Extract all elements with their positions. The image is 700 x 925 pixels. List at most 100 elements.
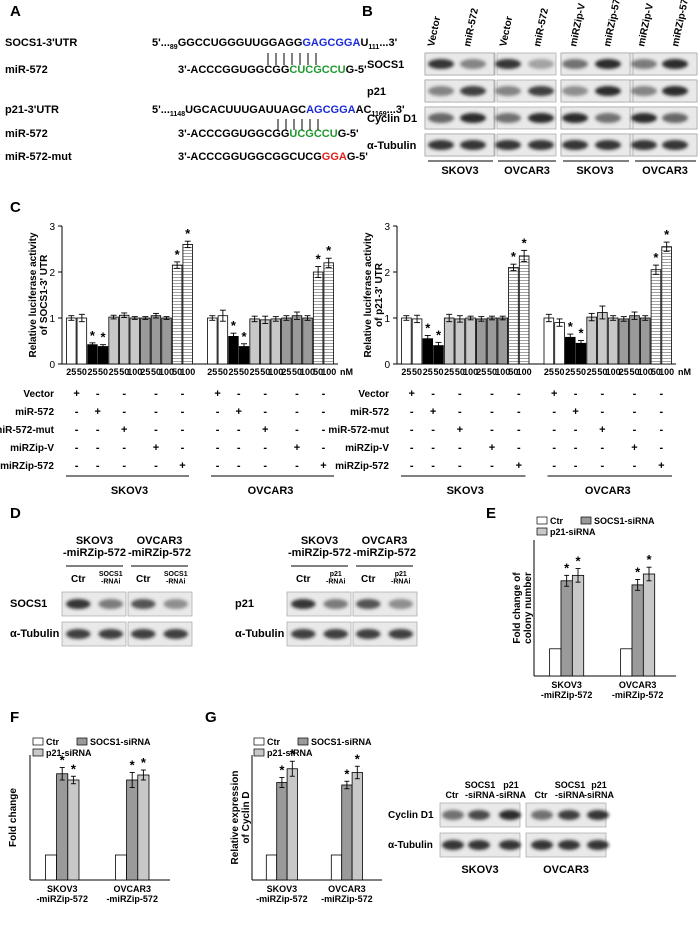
dose-label: 50 xyxy=(630,367,640,377)
bar xyxy=(629,315,640,365)
category-label: SKOV3 -miRZip-572 xyxy=(256,884,308,904)
dose-label: 50 xyxy=(172,367,182,377)
condition-mark: - xyxy=(458,460,462,472)
condition-mark: - xyxy=(552,442,556,454)
significance-star: * xyxy=(231,318,237,333)
bar xyxy=(554,322,565,365)
condition-label: miR-572-mut xyxy=(0,425,55,436)
dose-label: 25 xyxy=(250,367,260,377)
dose-label: 50 xyxy=(455,367,465,377)
sequence: 5'...1148UGCACUUUGAUUAGCAGCGGAAC1169...3… xyxy=(152,104,405,118)
legend-swatch xyxy=(580,516,592,525)
seq-row-label: SOCS1-3'UTR xyxy=(5,37,77,49)
bar xyxy=(351,772,363,881)
blot-row-label: Cyclin D1 xyxy=(367,113,417,125)
condition-mark: - xyxy=(75,406,79,418)
condition-mark: - xyxy=(431,460,435,472)
dose-label: 25 xyxy=(66,367,76,377)
dose-label: 100 xyxy=(606,367,621,377)
dose-label: 100 xyxy=(268,367,283,377)
blot-band xyxy=(495,86,521,96)
bar xyxy=(302,317,313,365)
condition-mark: - xyxy=(322,388,326,400)
lane-label: SOCS1 -RNAi xyxy=(99,571,123,586)
bar xyxy=(401,317,412,365)
condition-mark: - xyxy=(181,442,185,454)
category-label: OVCAR3 -miRZip-572 xyxy=(321,884,373,904)
blot-band xyxy=(531,840,553,850)
group-label: OVCAR3 xyxy=(585,485,631,497)
cell-label: OVCAR3 xyxy=(543,864,589,876)
cell-label: SKOV3 xyxy=(576,165,613,177)
blot-band xyxy=(662,140,688,150)
panel-letter-a: A xyxy=(10,3,21,20)
legend-swatch xyxy=(253,737,265,746)
blot-band xyxy=(662,113,688,123)
bar xyxy=(140,317,151,365)
seq-row-label: miR-572 xyxy=(5,128,48,140)
blot-band xyxy=(528,86,554,96)
lane-label: Ctr xyxy=(361,574,376,585)
condition-mark: - xyxy=(490,406,494,418)
dose-label: 25 xyxy=(544,367,554,377)
category-label: SKOV3 -miRZip-572 xyxy=(541,680,593,700)
condition-mark: - xyxy=(517,406,521,418)
condition-mark: - xyxy=(552,406,556,418)
significance-star: * xyxy=(564,560,570,575)
condition-mark: - xyxy=(490,388,494,400)
dose-label: 100 xyxy=(159,367,174,377)
dose-label: 25 xyxy=(565,367,575,377)
dose-label: 100 xyxy=(495,367,510,377)
blot-band xyxy=(562,86,588,96)
significance-star: * xyxy=(653,250,659,265)
blot-band xyxy=(323,629,348,639)
blot-band xyxy=(323,599,348,609)
dose-label: 25 xyxy=(444,367,454,377)
condition-mark: - xyxy=(295,406,299,418)
condition-mark: + xyxy=(214,388,220,400)
lane-label: p21 -siRNA xyxy=(496,780,527,800)
condition-mark: - xyxy=(517,388,521,400)
lane-label: p21 -RNAi xyxy=(391,571,410,586)
condition-mark: - xyxy=(659,406,663,418)
bar xyxy=(137,774,150,881)
condition-mark: - xyxy=(75,424,79,436)
seq-row-label: miR-572 xyxy=(5,64,48,76)
lane-label: Vector xyxy=(498,15,515,47)
condition-mark: - xyxy=(633,406,637,418)
blot-band xyxy=(388,599,413,609)
sequence: 3'-ACCCGGUGGCGGCUCGCCUG-5' xyxy=(178,64,367,76)
dose-label: 25 xyxy=(207,367,217,377)
condition-mark: - xyxy=(322,442,326,454)
bar xyxy=(87,344,98,365)
lane-label: Ctr xyxy=(535,790,548,800)
blot-band xyxy=(562,140,588,150)
bar xyxy=(497,317,508,365)
bar xyxy=(560,580,573,677)
blot-strip xyxy=(424,106,495,130)
lane-label: miR-572 xyxy=(462,7,481,48)
blot-row-label: p21 xyxy=(235,598,254,610)
blot-band xyxy=(499,840,521,850)
dose-label: 25 xyxy=(401,367,411,377)
condition-mark: - xyxy=(237,424,241,436)
category-label: SKOV3 -miRZip-572 xyxy=(36,884,88,904)
condition-mark: - xyxy=(410,460,414,472)
significance-star: * xyxy=(290,746,296,761)
bar xyxy=(642,573,656,677)
condition-mark: + xyxy=(236,406,242,418)
dose-label: 50 xyxy=(151,367,161,377)
c-y-label: Relative luciferase activityof p21-3' UT… xyxy=(363,232,385,358)
blot-band xyxy=(460,59,486,69)
blot-band xyxy=(631,59,657,69)
legend-label: Ctr xyxy=(550,516,563,526)
significance-star: * xyxy=(344,766,350,781)
blot-band xyxy=(662,59,688,69)
e-y-label: Fold change ofcolony number xyxy=(512,572,534,644)
legend-swatch xyxy=(32,737,44,746)
condition-mark: - xyxy=(122,388,126,400)
legend-label: SOCS1-siRNA xyxy=(594,516,655,526)
legend-label: SOCS1-siRNA xyxy=(90,737,151,747)
c-axis-tick-label: 1 xyxy=(49,314,55,325)
